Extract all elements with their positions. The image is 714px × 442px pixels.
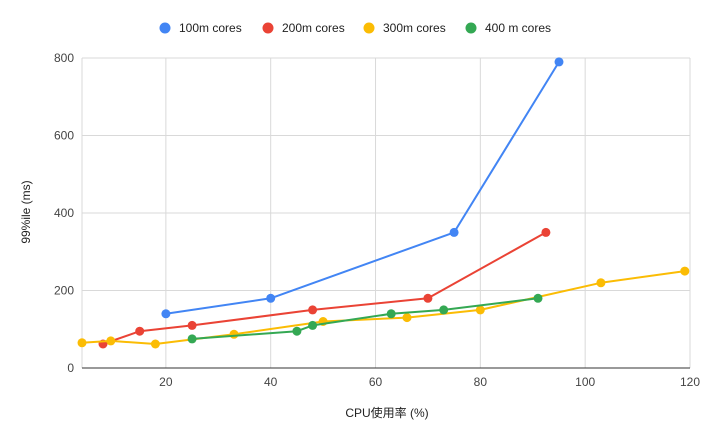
series-3 [77, 266, 690, 349]
series-line [164, 60, 560, 315]
y-tick-label: 0 [67, 361, 74, 375]
series-line [191, 297, 539, 340]
data-point [77, 338, 87, 348]
data-point [161, 309, 171, 319]
data-point [386, 309, 396, 319]
grid-layer [81, 57, 691, 368]
legend-item: 200m cores [262, 21, 345, 35]
data-point [541, 227, 551, 237]
data-point [150, 339, 160, 349]
x-tick-label: 60 [369, 375, 383, 389]
y-tick-label: 200 [54, 284, 74, 298]
series-line [81, 270, 686, 345]
data-point [229, 329, 239, 339]
y-axis-title: 99%ile (ms) [19, 180, 33, 243]
legend-label: 400 m cores [485, 21, 551, 35]
data-point [680, 266, 690, 276]
series-line [102, 231, 547, 345]
x-tick-label: 100 [575, 375, 595, 389]
series-1 [161, 57, 564, 319]
data-point [187, 320, 197, 330]
y-tick-label: 800 [54, 51, 74, 65]
y-tick-label: 600 [54, 129, 74, 143]
axis-layer: 0 200 400 600 800 20 40 60 80 100 120 [54, 51, 700, 389]
data-point [596, 278, 606, 288]
data-point [187, 334, 197, 344]
data-point [308, 305, 318, 315]
legend-marker [159, 22, 171, 34]
data-point [308, 320, 318, 330]
legend-marker [465, 22, 477, 34]
series-layer [77, 57, 690, 349]
legend: 100m cores 200m cores 300m cores 400 m core… [159, 21, 551, 35]
legend-label: 200m cores [282, 21, 345, 35]
legend-item: 400 m cores [465, 21, 551, 35]
legend-label: 300m cores [383, 21, 446, 35]
data-point [135, 326, 145, 336]
x-tick-label: 80 [474, 375, 488, 389]
series-4 [187, 293, 543, 344]
legend-marker [363, 22, 375, 34]
data-point [475, 305, 485, 315]
data-point [533, 293, 543, 303]
legend-marker [262, 22, 274, 34]
legend-item: 100m cores [159, 21, 242, 35]
legend-item: 300m cores [363, 21, 446, 35]
data-point [266, 293, 276, 303]
x-tick-label: 20 [159, 375, 173, 389]
x-tick-label: 120 [680, 375, 700, 389]
data-point [449, 227, 459, 237]
data-point [439, 305, 449, 315]
data-point [554, 57, 564, 67]
data-point [423, 293, 433, 303]
data-point [402, 313, 412, 323]
legend-label: 100m cores [179, 21, 242, 35]
data-point [106, 336, 116, 346]
x-tick-label: 40 [264, 375, 278, 389]
x-axis-title: CPU使用率 (%) [345, 405, 428, 420]
data-point [292, 326, 302, 336]
y-tick-label: 400 [54, 206, 74, 220]
